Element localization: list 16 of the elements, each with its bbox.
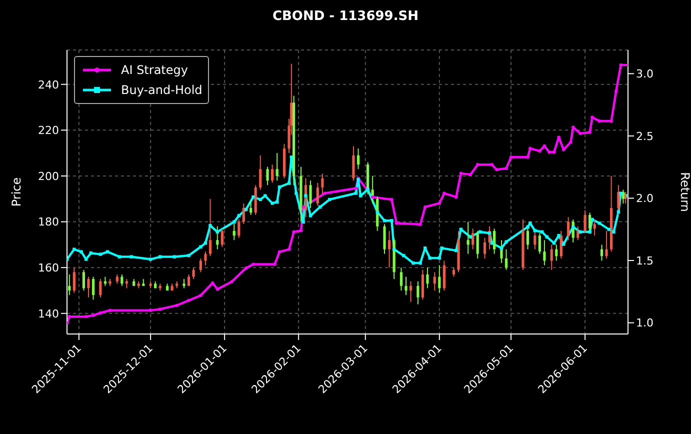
y2-axis-title: Return [678,172,691,212]
y-axis-title: Price [9,177,24,207]
y2-tick-label: 3.0 [636,68,654,81]
chart-title: CBOND - 113699.SH [271,9,420,24]
legend-label: Buy-and-Hold [121,83,202,97]
y-tick-label: 180 [38,216,59,229]
y2-tick-label: 2.5 [636,130,654,143]
y-tick-label: 140 [38,307,59,320]
y-tick-label: 160 [38,261,59,274]
y-tick-label: 200 [38,170,59,183]
y-tick-label: 220 [38,124,59,138]
y2-tick-label: 1.5 [636,254,654,268]
y2-tick-label: 1.0 [636,316,654,330]
y2-tick-label: 2.0 [636,192,654,206]
y-tick-label: 240 [38,78,59,92]
legend-label: AI Strategy [121,63,188,77]
